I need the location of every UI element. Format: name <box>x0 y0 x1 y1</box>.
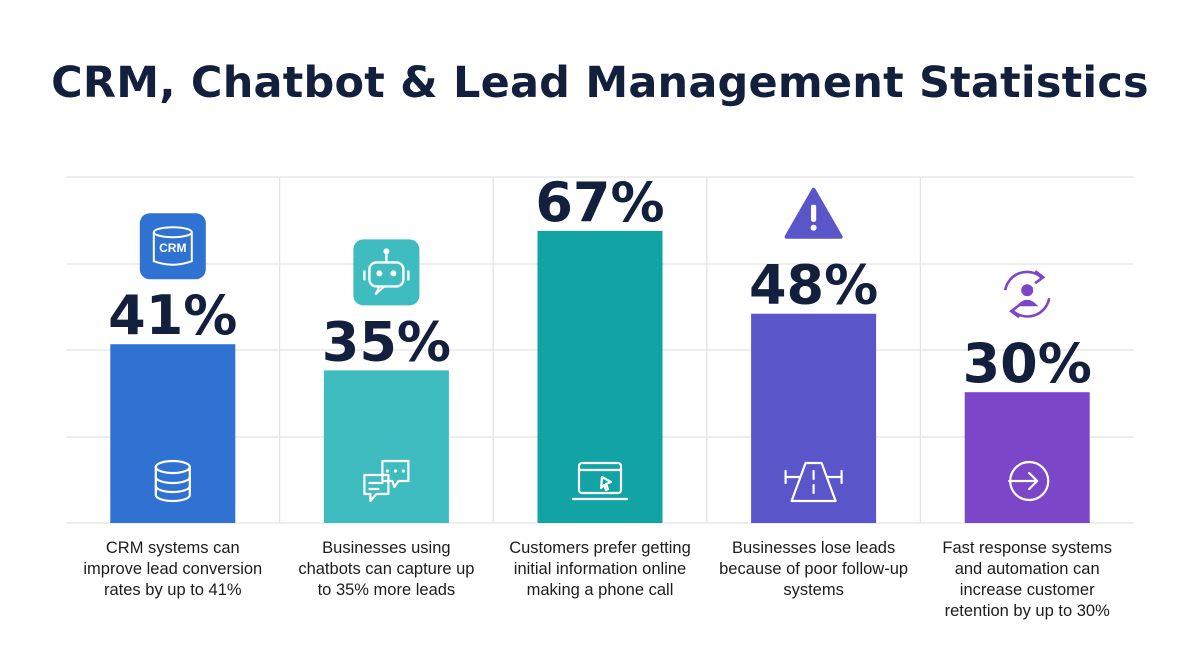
category-label: Customers prefer getting initial informa… <box>509 539 691 599</box>
robot-antenna-tip <box>383 248 390 255</box>
chat-bubble-front <box>363 473 390 503</box>
robot-eye <box>376 270 383 277</box>
robot-bg <box>353 239 420 306</box>
crm-badge-text: CRM <box>159 241 186 255</box>
db-ring <box>154 484 191 494</box>
bar-group: 41% CRM <box>108 213 237 523</box>
warning-bar <box>811 204 817 222</box>
enter-arrow <box>1008 471 1039 491</box>
chat-dot <box>385 469 389 473</box>
user-head <box>1021 284 1034 297</box>
database-icon <box>154 459 191 503</box>
category-label: CRM systems can improve lead conversion … <box>83 539 263 599</box>
bar-group: 35% <box>322 239 451 523</box>
category-label: Fast response systems and automation can… <box>942 539 1112 620</box>
crm-badge-body <box>152 232 193 266</box>
category-label: Businesses using chatbots can capture up… <box>298 539 475 599</box>
user-body <box>1016 299 1039 307</box>
road-barrier <box>784 469 843 485</box>
bar-group: 48% <box>749 187 878 523</box>
robot-mouth-tail <box>374 285 386 296</box>
robot-eye <box>390 270 397 277</box>
user-sync-icon <box>1003 270 1051 319</box>
warning-dot <box>810 224 817 231</box>
data-label: 35% <box>322 310 451 373</box>
sync-arc <box>1003 270 1043 291</box>
db-ring <box>154 475 191 485</box>
road-warning-icon <box>784 461 843 503</box>
warning-icon <box>784 187 843 239</box>
sync-arrow <box>1009 304 1020 319</box>
db-body <box>154 465 191 503</box>
sync-arc <box>1012 297 1051 318</box>
robot-icon <box>353 239 420 306</box>
cursor <box>599 475 613 492</box>
bar <box>537 230 663 523</box>
chat-dot <box>393 469 397 473</box>
bar <box>110 344 236 523</box>
laptop-cursor-icon <box>571 461 629 501</box>
chat-dot <box>401 469 405 473</box>
chat-bubble-back <box>381 459 410 489</box>
data-label: 67% <box>535 171 664 234</box>
bar-group: 30% <box>963 270 1092 523</box>
bar <box>323 370 449 523</box>
data-label: 30% <box>963 332 1092 395</box>
crm-badge-icon: CRM <box>139 213 206 280</box>
data-label: 41% <box>108 284 237 347</box>
laptop-screen <box>577 461 623 495</box>
road <box>790 461 837 503</box>
bar-group: 67% <box>535 171 665 523</box>
category-label: Businesses lose leads because of poor fo… <box>719 539 909 599</box>
arrow-enter-icon <box>1008 460 1050 502</box>
data-label: 48% <box>749 254 878 317</box>
chart-title: CRM, Chatbot & Lead Management Statistic… <box>51 58 1149 108</box>
chat-bubbles-icon <box>363 459 410 503</box>
sync-arrow <box>1034 270 1046 285</box>
bar <box>964 392 1090 523</box>
